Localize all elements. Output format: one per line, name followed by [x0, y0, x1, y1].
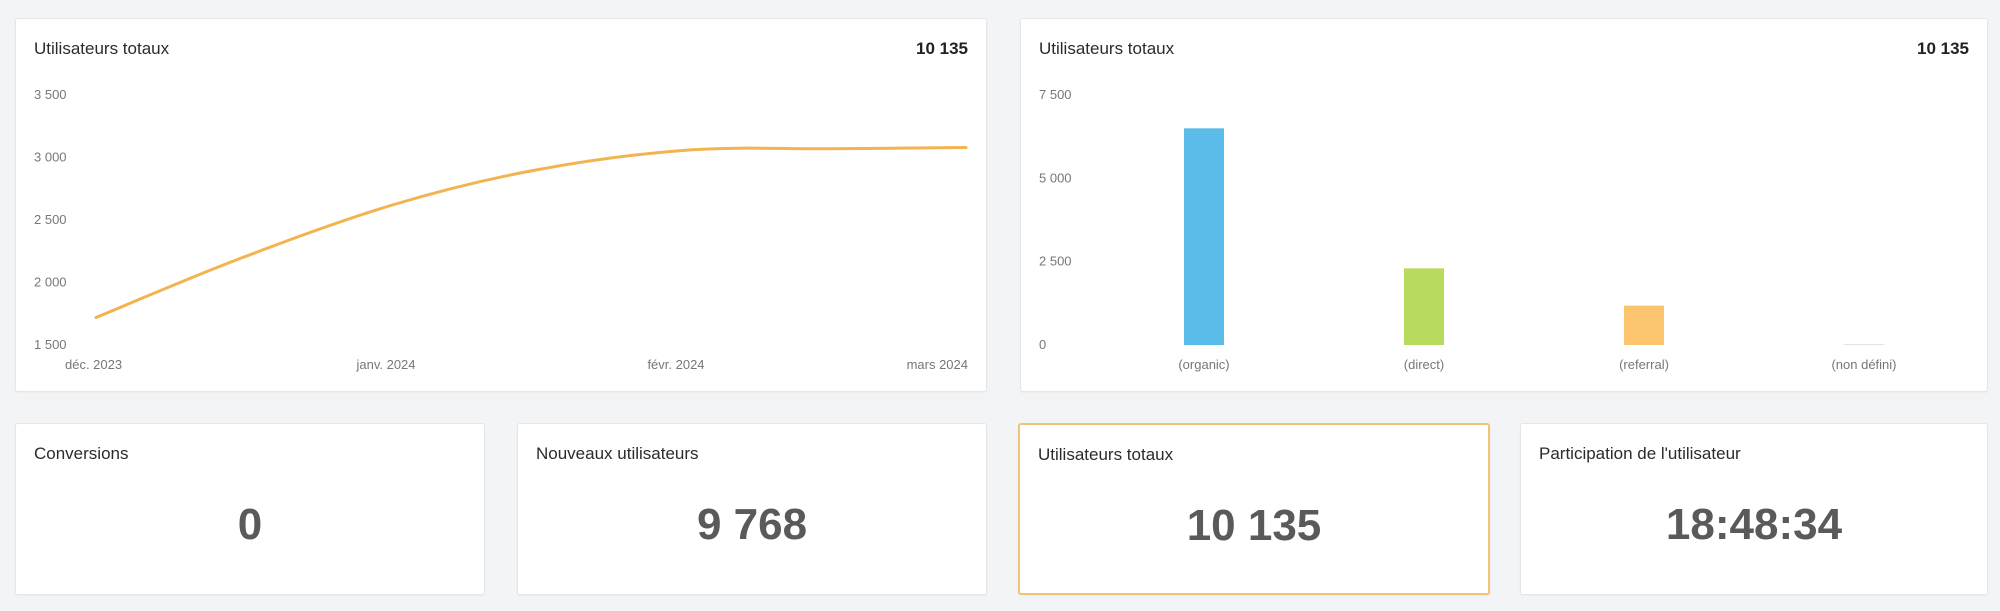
- kpi-value: 0: [237, 500, 263, 549]
- x-tick-label: (non défini): [1831, 357, 1896, 372]
- bar-direct: [1404, 268, 1444, 345]
- x-tick-label: janv. 2024: [355, 357, 415, 372]
- y-tick-label: 2 000: [34, 275, 67, 290]
- line-chart: 3 500 3 000 2 500 2 000 1 500 déc. 2023 janv. …: [34, 87, 968, 372]
- y-tick-label: 1 500: [34, 337, 67, 352]
- x-tick-label: mars 2024: [907, 357, 968, 372]
- bar-chart: 7 500 5 000 2 500 0 (organic) (direct) (referr…: [1039, 87, 1897, 372]
- line-chart-card: Utilisateurs totaux 10 135 3 500 3 000 2 5…: [15, 18, 987, 392]
- series-line: [94, 146, 968, 319]
- x-tick-label: (direct): [1404, 357, 1444, 372]
- y-tick-label: 5 000: [1039, 170, 1072, 185]
- x-tick-label: (organic): [1178, 357, 1229, 372]
- y-tick-label: 2 500: [1039, 254, 1072, 269]
- kpi-value: 9 768: [696, 500, 808, 549]
- x-tick-label: févr. 2024: [647, 357, 704, 372]
- kpi-card-new-users[interactable]: Nouveaux utilisateurs 9 768: [517, 423, 987, 595]
- x-tick-label: (referral): [1619, 357, 1669, 372]
- kpi-value: 18:48:34: [1665, 500, 1843, 549]
- card-title: Utilisateurs totaux: [34, 39, 170, 58]
- card-value: 10 135: [1917, 39, 1969, 58]
- kpi-label: Nouveaux utilisateurs: [536, 444, 699, 463]
- x-tick-label: déc. 2023: [65, 357, 122, 372]
- y-tick-label: 3 000: [34, 150, 67, 165]
- kpi-label: Utilisateurs totaux: [1038, 445, 1174, 464]
- kpi-card-user-engagement[interactable]: Participation de l'utilisateur 18:48:34: [1520, 423, 1988, 595]
- card-title: Utilisateurs totaux: [1039, 39, 1175, 58]
- y-tick-label: 2 500: [34, 212, 67, 227]
- card-value: 10 135: [916, 39, 968, 58]
- y-tick-label: 0: [1039, 337, 1046, 352]
- bar-organic: [1184, 128, 1224, 345]
- y-tick-label: 3 500: [34, 87, 67, 102]
- bar-non-defini: [1844, 344, 1884, 345]
- kpi-label: Participation de l'utilisateur: [1539, 444, 1741, 463]
- kpi-value: 10 135: [1186, 501, 1322, 550]
- kpi-card-conversions[interactable]: Conversions 0: [15, 423, 485, 595]
- bar-chart-card: Utilisateurs totaux 10 135 7 500 5 000 2 5…: [1020, 18, 1988, 392]
- kpi-card-total-users[interactable]: Utilisateurs totaux 10 135: [1018, 423, 1490, 595]
- y-tick-label: 7 500: [1039, 87, 1072, 102]
- bar-referral: [1624, 305, 1664, 345]
- kpi-label: Conversions: [34, 444, 129, 463]
